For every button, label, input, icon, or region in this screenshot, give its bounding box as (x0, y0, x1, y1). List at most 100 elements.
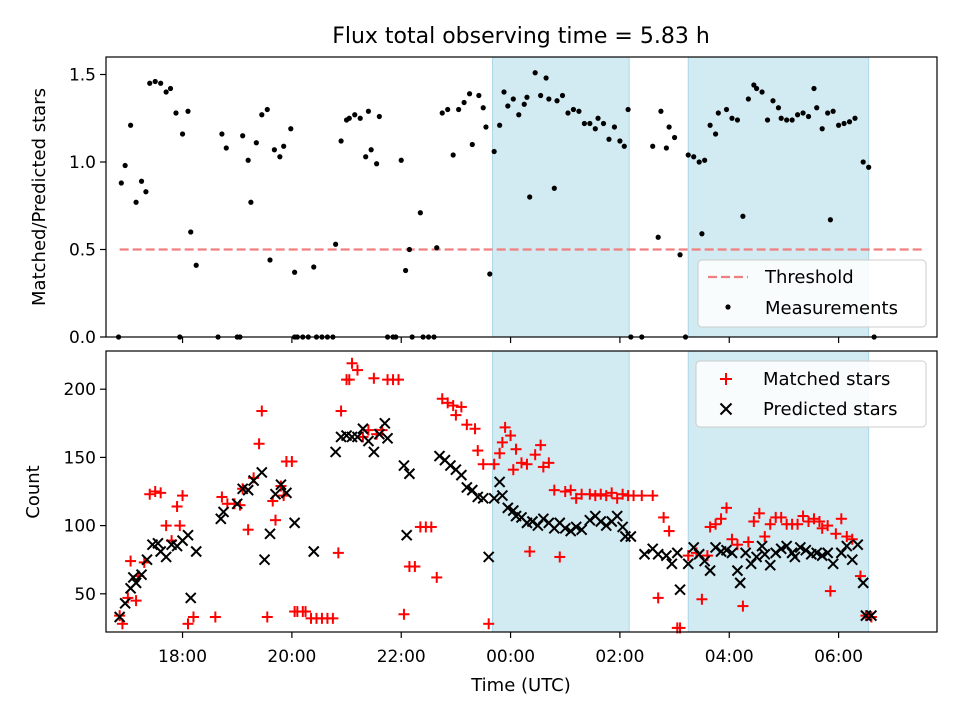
matched-star-point (715, 513, 727, 525)
predicted-star-point (865, 609, 878, 622)
predicted-star-point (638, 548, 651, 560)
matched-star-point (187, 611, 199, 623)
measurement-point (592, 126, 598, 132)
predicted-star-point (482, 551, 495, 563)
measurement-point (167, 85, 174, 92)
measurement-point (402, 267, 409, 274)
matched-star-point (658, 511, 670, 523)
predicted-star-point (368, 446, 380, 458)
matched-star-point (617, 488, 629, 500)
predicted-star-point (570, 521, 582, 533)
measurement-point (456, 106, 462, 113)
bottom-axes-frame (105, 350, 938, 633)
matched-star-point (521, 458, 533, 470)
matched-star-point (535, 439, 547, 451)
measurement-point (789, 117, 795, 123)
matched-star-point (182, 618, 194, 630)
measurement-point (311, 264, 317, 270)
measurement-point (734, 117, 741, 123)
x-tick-label: 06:00 (814, 647, 863, 667)
predicted-star-point (215, 513, 227, 525)
measurement-point (671, 134, 678, 141)
predicted-star-point (841, 540, 853, 552)
measurement-point (570, 106, 577, 113)
predicted-star-point (674, 584, 686, 596)
measurement-point (497, 122, 503, 128)
predicted-star-point (269, 488, 282, 500)
matched-star-point (216, 491, 228, 503)
matched-star-point (505, 430, 517, 442)
measurements-legend-label: Measurements (765, 298, 898, 319)
predicted-star-point (616, 521, 629, 533)
measurement-point (691, 154, 697, 160)
x-tick-label: 20:00 (267, 647, 316, 667)
top-x-ticks (181, 337, 840, 343)
predicted-star-point (357, 423, 369, 435)
matched-star-point (737, 600, 749, 612)
matched-star-point (450, 409, 462, 421)
measurement-point (469, 141, 475, 148)
matched-star-point (559, 486, 571, 497)
measurement-point (288, 126, 294, 132)
predicted-star-point (288, 517, 301, 529)
matched-star-point (748, 516, 760, 528)
matched-star-point (327, 612, 339, 624)
matched-star-point (431, 571, 443, 583)
matched-star-point (494, 447, 506, 459)
matched-star-point (647, 490, 659, 502)
predicted-star-point (190, 545, 202, 558)
matched-star-point (636, 490, 648, 502)
measurement-point (794, 112, 801, 118)
measurement-point (543, 75, 549, 81)
measurement-point (223, 145, 229, 151)
measurement-point (753, 85, 760, 92)
predicted-legend-label: Predicted stars (763, 399, 897, 420)
measurement-point (784, 117, 790, 123)
bottom-legend-box (695, 360, 927, 428)
matched-star-point (256, 405, 268, 417)
measurement-point (800, 110, 806, 116)
predicted-star-point (794, 541, 807, 554)
measurement-point (271, 147, 277, 153)
matched-star-point (425, 521, 437, 533)
matched-legend-label: Matched stars (763, 369, 890, 390)
matched-star-point (822, 520, 834, 532)
measurement-point (595, 115, 601, 121)
measurement-point (835, 122, 842, 128)
matched-star-point (726, 533, 738, 545)
matched-star-point (548, 484, 560, 496)
predicted-star-point (493, 476, 506, 488)
measurement-point (445, 106, 451, 113)
x-tick-label: 18:00 (158, 647, 207, 667)
measurement-point (702, 157, 708, 163)
measurement-point (466, 91, 473, 97)
bottom-legend: Matched stars Predicted stars (695, 360, 927, 428)
predicted-star-point (152, 537, 164, 550)
predicted-star-point (704, 564, 716, 577)
matched-star-point (461, 419, 473, 431)
predicted-star-point (119, 597, 131, 610)
matched-star-point (472, 445, 484, 457)
matched-star-point (335, 405, 347, 417)
y-tick-label: 50 (74, 585, 96, 605)
measurement-point (551, 185, 557, 191)
predicted-star-point (461, 481, 473, 494)
matched-star-point (764, 518, 776, 530)
measurement-point (281, 143, 287, 149)
measurement-point (267, 257, 273, 263)
matched-star-point (269, 514, 281, 526)
measurement-point (611, 124, 618, 130)
measurement-point (128, 122, 134, 128)
predicted-star-point (351, 431, 364, 443)
matched-star-point (144, 488, 156, 500)
measurements-legend-swatch (725, 304, 731, 310)
matched-star-point (209, 611, 221, 623)
predicted-star-point (671, 547, 684, 559)
matched-star-point (595, 488, 607, 500)
predicted-star-point (811, 547, 823, 559)
matched-star-point (710, 518, 722, 530)
measurement-point (352, 112, 358, 118)
predicted-star-point (764, 559, 776, 571)
matched-star-point (759, 531, 771, 543)
x-tick-label: 04:00 (705, 647, 754, 667)
